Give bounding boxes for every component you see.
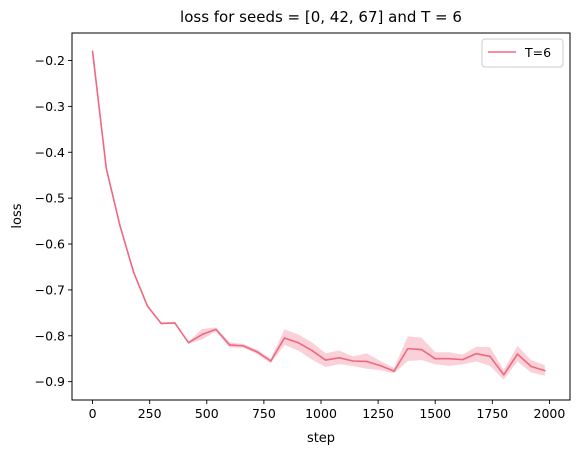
data-point xyxy=(407,347,409,350)
data-point xyxy=(365,360,368,363)
data-point xyxy=(256,351,258,353)
legend-box xyxy=(481,38,564,68)
data-point xyxy=(215,328,217,331)
data-point xyxy=(283,337,286,339)
x-tick-label: 750 xyxy=(252,406,276,421)
data-point xyxy=(393,370,395,372)
x-tick-label: 1000 xyxy=(305,406,337,421)
y-tick-label: −0.6 xyxy=(35,237,65,252)
x-tick-label: 2000 xyxy=(534,406,566,421)
confidence-band-layer xyxy=(92,51,545,380)
data-point xyxy=(297,341,299,344)
x-tick-label: 500 xyxy=(195,406,219,421)
y-tick-label: −0.4 xyxy=(35,145,65,160)
data-point xyxy=(146,305,149,307)
x-axis-label: step xyxy=(307,431,335,446)
y-tick-label: −0.9 xyxy=(35,374,65,389)
data-point xyxy=(242,345,245,347)
data-point xyxy=(352,360,354,362)
data-point xyxy=(420,348,423,351)
y-tick-label: −0.2 xyxy=(35,53,65,68)
data-point xyxy=(530,365,532,368)
x-tick-label: 1250 xyxy=(362,406,394,421)
legend-label: T=6 xyxy=(524,45,551,60)
data-point xyxy=(544,369,546,372)
series-line-0 xyxy=(91,51,546,376)
data-point xyxy=(174,322,176,324)
data-point xyxy=(105,167,108,170)
x-tick-label: 1750 xyxy=(476,406,508,421)
data-point xyxy=(448,357,450,360)
data-point xyxy=(311,349,313,352)
legend: T=6 xyxy=(481,38,564,68)
data-point xyxy=(91,50,94,53)
data-point xyxy=(461,358,464,361)
x-tick-label: 0 xyxy=(89,406,97,421)
data-point xyxy=(434,357,437,360)
y-axis-label: loss xyxy=(10,203,25,228)
x-tick-label: 1500 xyxy=(419,406,451,421)
data-point xyxy=(132,271,135,274)
data-point xyxy=(379,364,382,367)
chart-title: loss for seeds = [0, 42, 67] and T = 6 xyxy=(180,8,462,26)
y-tick-label: −0.8 xyxy=(35,328,65,343)
y-tick-label: −0.7 xyxy=(35,282,65,297)
x-axis: 0 250 500 750 1000 1250 1500 1750 2000 xyxy=(89,400,566,421)
data-point xyxy=(269,360,272,362)
plot-frame xyxy=(71,32,571,401)
data-point xyxy=(324,359,327,361)
data-point xyxy=(338,357,341,359)
data-point xyxy=(516,353,519,355)
data-point xyxy=(489,355,491,358)
y-tick-label: −0.3 xyxy=(35,99,65,114)
series-line-layer xyxy=(91,50,546,376)
data-point xyxy=(502,373,505,376)
series-band-0 xyxy=(92,51,545,380)
data-point xyxy=(201,333,204,336)
data-point xyxy=(475,352,478,355)
x-tick-label: 250 xyxy=(138,406,162,421)
data-point xyxy=(160,322,162,325)
data-point xyxy=(119,224,121,227)
data-point xyxy=(187,341,190,344)
data-point xyxy=(228,344,231,346)
y-tick-label: −0.5 xyxy=(35,191,65,206)
y-axis: −0.2 −0.3 −0.4 −0.5 −0.6 −0.7 −0.8 −0.9 xyxy=(35,53,72,389)
